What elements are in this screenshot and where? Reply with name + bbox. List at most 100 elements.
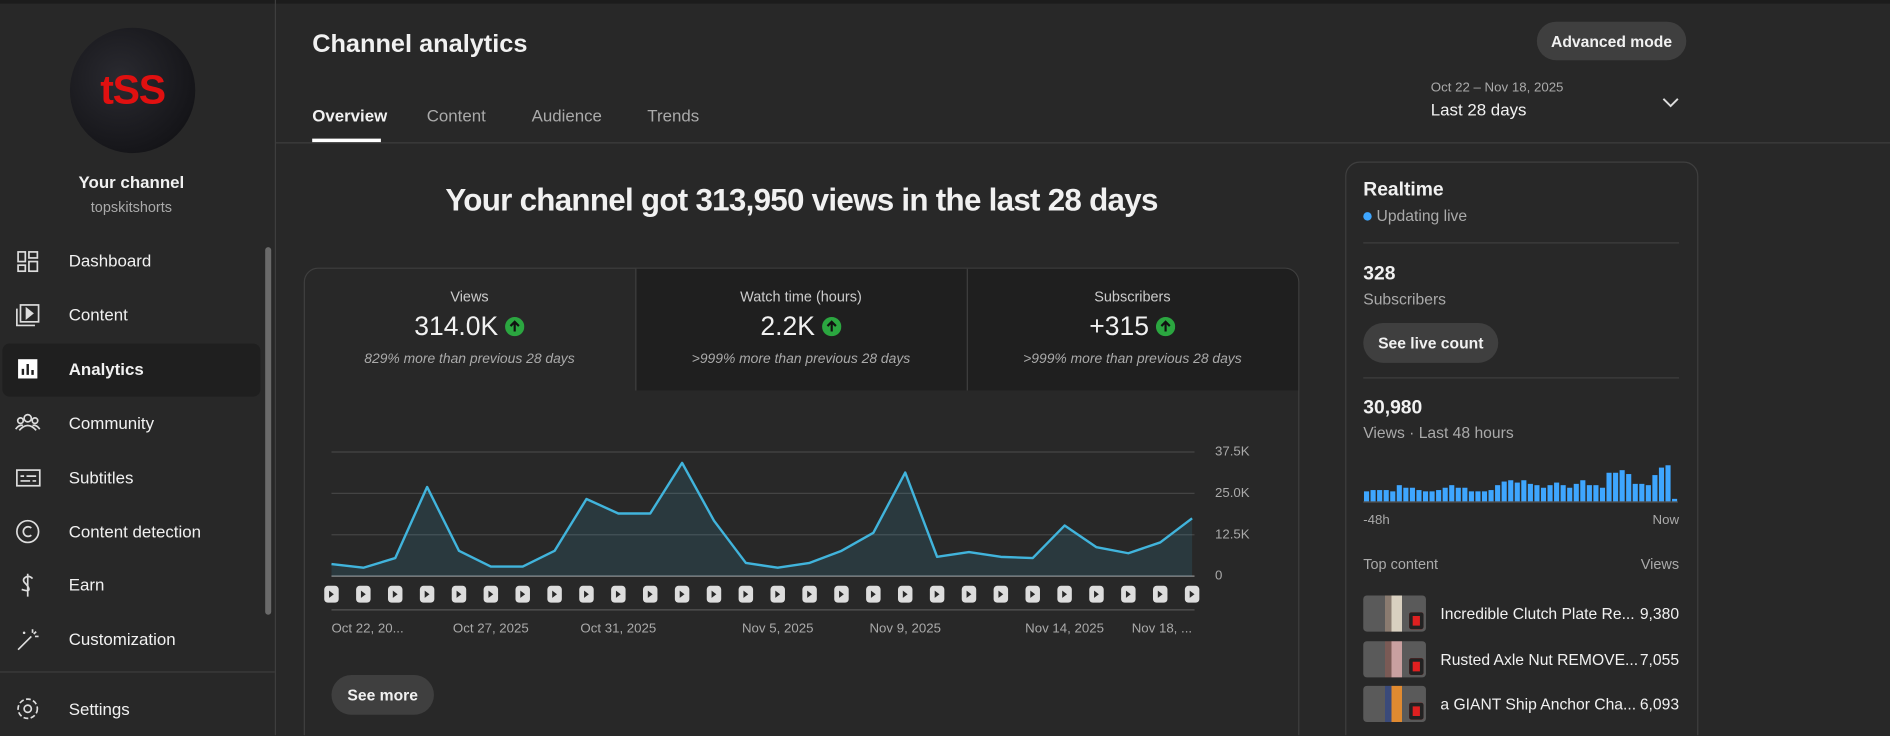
shorts-icon xyxy=(515,585,530,603)
icon-mark xyxy=(902,590,908,598)
bar xyxy=(1527,483,1533,502)
icon-arrow xyxy=(510,320,521,332)
icon-mark xyxy=(1030,590,1036,598)
metric-comparison: >999% more than previous 28 days xyxy=(691,351,911,367)
metric-tab[interactable]: Watch time (hours) 2.2K >999% more than pr… xyxy=(635,268,966,391)
top-content-label: Top content xyxy=(1363,555,1439,573)
tab[interactable]: Audience xyxy=(531,106,602,126)
metric-value: +315 xyxy=(1089,310,1150,342)
top-edge xyxy=(0,0,1890,4)
y-tick-label: 37.5K xyxy=(1215,444,1250,459)
bar xyxy=(1599,487,1606,502)
period-chevron[interactable] xyxy=(1661,95,1680,109)
bar-start-label: -48h xyxy=(1363,512,1390,527)
subscriber-count: 328 xyxy=(1363,263,1396,285)
nav-item[interactable]: Content xyxy=(68,304,128,325)
tab[interactable]: Trends xyxy=(647,106,700,126)
icon-mark xyxy=(488,590,494,598)
sidebar-border xyxy=(274,0,277,736)
metric-value-row: 2.2K xyxy=(635,311,966,342)
nav-item[interactable]: Analytics xyxy=(68,359,144,379)
thumbnail[interactable] xyxy=(1363,595,1426,632)
icon-mark xyxy=(520,590,526,598)
bar xyxy=(1514,482,1520,502)
shorts-icon xyxy=(611,585,626,603)
shorts-icon xyxy=(419,585,435,603)
bar xyxy=(1403,487,1409,502)
metric-value-row: 314.0K xyxy=(304,311,635,342)
icon-mark xyxy=(1125,590,1131,598)
bar xyxy=(1422,491,1429,502)
video-title[interactable]: a GIANT Ship Anchor Cha... xyxy=(1440,694,1637,713)
icon-mark xyxy=(870,590,876,598)
bar xyxy=(1652,475,1658,502)
bar xyxy=(1645,485,1651,502)
icon-mark xyxy=(584,590,589,598)
nav-item[interactable]: Dashboard xyxy=(68,250,152,271)
shorts-icon xyxy=(706,585,722,603)
metric-tab[interactable]: Subscribers +315 >999% more than previous … xyxy=(967,268,1298,391)
icon-arrow xyxy=(826,320,837,332)
see-more-button[interactable]: See more xyxy=(331,675,434,715)
bar xyxy=(1626,474,1632,502)
bar xyxy=(1658,467,1665,502)
metric-value: 314.0K xyxy=(414,310,499,342)
shorts-icon xyxy=(802,585,817,603)
nav-item[interactable]: Earn xyxy=(68,574,105,595)
bar xyxy=(1377,490,1383,502)
metric-comparison: >999% more than previous 28 days xyxy=(1023,351,1242,367)
scrollbar[interactable] xyxy=(265,247,272,615)
x-tick-label: Oct 22, 20... xyxy=(331,621,403,636)
bar xyxy=(1593,485,1599,502)
customization-icon xyxy=(17,629,39,651)
icon-mark xyxy=(807,590,813,598)
bar xyxy=(1363,491,1370,502)
nav-item[interactable]: Customization xyxy=(68,629,176,649)
channel-avatar[interactable]: tSS xyxy=(69,27,196,154)
thumbnail[interactable] xyxy=(1363,685,1426,723)
icon-mark xyxy=(966,590,972,598)
y-tick-label: 0 xyxy=(1215,568,1222,583)
views-column-label: Views xyxy=(1640,555,1680,573)
bar xyxy=(1383,490,1389,502)
bar xyxy=(1429,491,1435,502)
analytics-icon xyxy=(18,359,38,379)
nav-item[interactable]: Community xyxy=(68,413,155,433)
shorts-icon xyxy=(387,585,403,603)
icon-mark xyxy=(998,590,1004,598)
video-views: 9,380 xyxy=(1639,604,1680,623)
video-title[interactable]: Incredible Clutch Plate Re... xyxy=(1440,604,1635,623)
bar xyxy=(1442,487,1448,502)
thumbnail[interactable] xyxy=(1363,640,1426,677)
metric-tab[interactable]: Views 314.0K 829% more than previous 28 da… xyxy=(304,268,635,391)
shorts-icon xyxy=(993,585,1009,603)
nav-item[interactable]: Settings xyxy=(68,699,130,719)
icon-mark xyxy=(1062,590,1068,598)
tab[interactable]: Overview xyxy=(312,106,388,126)
nav-item[interactable]: Content detection xyxy=(68,521,201,542)
bar xyxy=(1390,491,1396,502)
period[interactable]: Last 28 days xyxy=(1430,100,1527,120)
metric-value: 2.2K xyxy=(760,310,815,342)
bar xyxy=(1370,490,1376,502)
video-title[interactable]: Rusted Axle Nut REMOVE... xyxy=(1440,649,1639,668)
bar xyxy=(1540,487,1547,502)
shorts-icon xyxy=(834,585,849,603)
tab[interactable]: Content xyxy=(426,106,486,126)
date-range[interactable]: Oct 22 – Nov 18, 2025 xyxy=(1430,80,1564,96)
advanced-mode-button[interactable]: Advanced mode xyxy=(1536,21,1687,61)
realtime-card xyxy=(1345,161,1699,736)
shorts-icon xyxy=(738,585,754,603)
video-views: 7,055 xyxy=(1639,649,1680,668)
see-live-count-button[interactable]: See live count xyxy=(1363,323,1499,363)
nav-item[interactable]: Subtitles xyxy=(68,467,134,487)
bar xyxy=(1495,485,1501,502)
shorts-badge xyxy=(1409,612,1424,630)
shorts-icon xyxy=(1025,585,1040,603)
bar xyxy=(1481,491,1488,502)
icon-mark xyxy=(1094,590,1099,598)
bar xyxy=(1534,485,1540,502)
metric-comparison: 829% more than previous 28 days xyxy=(364,351,575,367)
shorts-icon xyxy=(483,585,499,603)
shorts-icon xyxy=(1152,585,1168,603)
